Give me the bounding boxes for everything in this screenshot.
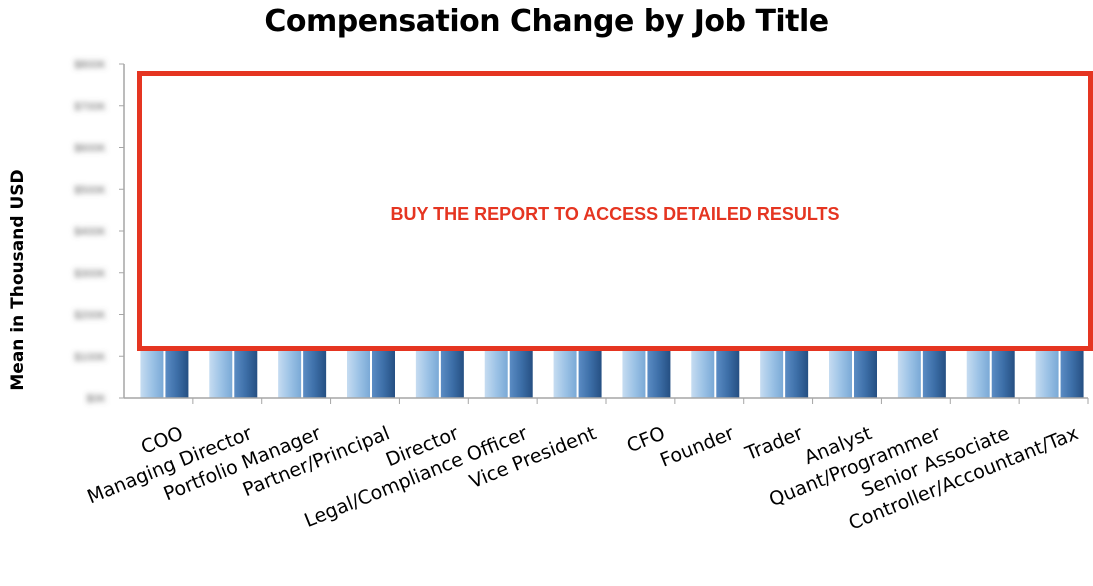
- bar-series-1: [691, 345, 715, 398]
- bar-series-2: [854, 345, 877, 398]
- bar-series-1: [347, 345, 370, 398]
- bar-series-1: [897, 345, 921, 398]
- y-tick-label: $0K: [86, 393, 106, 405]
- bar-series-2: [234, 345, 258, 398]
- bar-series-2: [922, 345, 946, 398]
- y-tick-label: $300K: [74, 268, 106, 280]
- y-tick-label: $100K: [74, 351, 106, 363]
- y-tick-label: $400K: [74, 226, 106, 238]
- bar-series-2: [440, 345, 464, 398]
- paywall-message: BUY THE REPORT TO ACCESS DETAILED RESULT…: [390, 204, 840, 224]
- bar-series-2: [716, 345, 740, 398]
- bar-series-1: [622, 345, 646, 398]
- bar-series-2: [372, 345, 395, 398]
- bar-series-1: [415, 345, 439, 398]
- bar-series-2: [785, 345, 809, 398]
- bar-series-1: [278, 345, 302, 398]
- bar-series-1: [140, 345, 164, 398]
- chart-title: Compensation Change by Job Title: [264, 4, 829, 39]
- bar-series-2: [1060, 345, 1084, 398]
- bar-series-1: [760, 345, 784, 398]
- x-tick-label: Founder: [657, 422, 737, 472]
- bar-series-1: [966, 345, 990, 398]
- y-tick-label: $700K: [74, 101, 106, 113]
- y-tick-label: $600K: [74, 143, 106, 155]
- bar-series-1: [209, 345, 233, 398]
- x-tick-label: Trader: [741, 422, 806, 465]
- y-tick-label: $200K: [74, 310, 106, 322]
- bar-series-2: [303, 345, 327, 398]
- bar-series-2: [509, 345, 533, 398]
- bar-series-2: [165, 345, 189, 398]
- y-tick-label: $800K: [74, 59, 106, 71]
- bar-series-1: [484, 345, 508, 398]
- bar-series-2: [647, 345, 671, 398]
- bar-series-2: [578, 345, 602, 398]
- paywall-overlay: BUY THE REPORT TO ACCESS DETAILED RESULT…: [137, 71, 1093, 351]
- bar-series-1: [1035, 345, 1059, 398]
- bar-series-1: [829, 345, 852, 398]
- y-tick-label: $500K: [74, 184, 106, 196]
- bar-series-1: [553, 345, 577, 398]
- bar-series-2: [991, 345, 1015, 398]
